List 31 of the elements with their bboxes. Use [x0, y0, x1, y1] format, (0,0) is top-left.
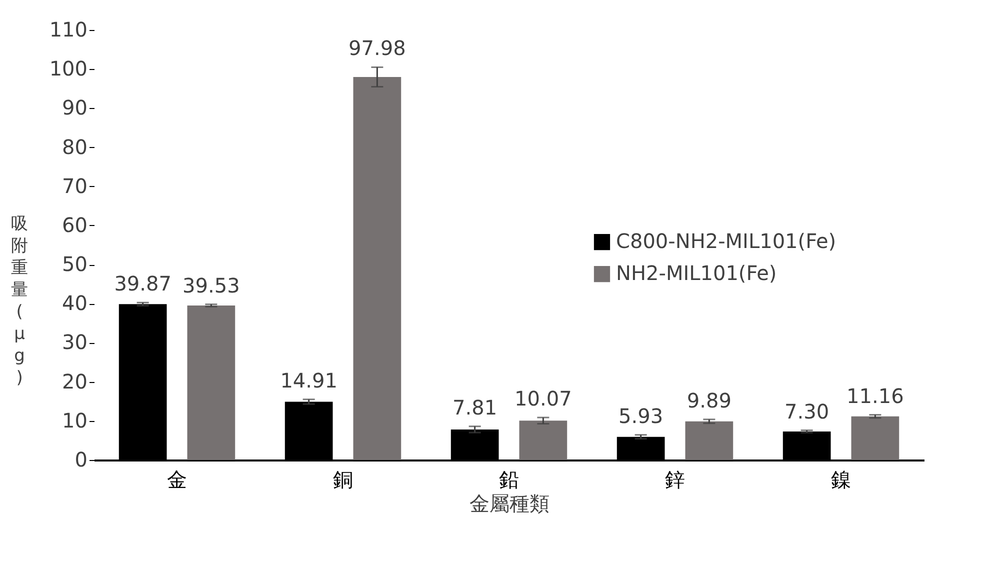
data-label: 39.53 — [182, 273, 240, 298]
y-tick-label: 40 — [62, 291, 88, 316]
y-tick-label: 60 — [62, 212, 88, 237]
y-tick-label: 80 — [62, 134, 88, 159]
x-tick-label: 鋅 — [665, 468, 685, 492]
y-tick-label: 90 — [62, 96, 88, 120]
legend-label: NH2-MIL101(Fe) — [616, 261, 777, 286]
y-tick-label: 30 — [62, 330, 88, 354]
x-axis-title: 金屬種類 — [470, 492, 550, 516]
data-label: 7.81 — [452, 395, 498, 420]
x-tick-label: 鉛 — [499, 468, 519, 492]
data-label: 97.98 — [348, 36, 406, 60]
y-tick-label: 70 — [62, 174, 88, 198]
data-label: 5.93 — [618, 404, 664, 428]
x-tick-label: 鎳 — [831, 468, 851, 492]
y-tick-label: 100 — [49, 56, 88, 81]
x-tick-label: 銅 — [333, 468, 353, 492]
y-tick-label: 10 — [62, 408, 88, 432]
x-tick-label: 金 — [167, 468, 187, 492]
data-label: 14.91 — [280, 368, 338, 392]
data-label: 7.30 — [784, 399, 830, 424]
data-label: 9.89 — [686, 388, 732, 412]
y-tick-label: 0 — [74, 448, 88, 472]
y-tick-label: 110 — [49, 18, 88, 42]
data-label: 11.16 — [846, 384, 904, 408]
y-tick-label: 50 — [62, 252, 88, 276]
y-tick-label: 20 — [62, 369, 88, 394]
legend-label: C800-NH2-MIL101(Fe) — [616, 229, 836, 254]
data-label: 39.87 — [114, 272, 172, 296]
data-label: 10.07 — [514, 386, 572, 411]
y-axis-title: 吸附重量(μg) — [11, 214, 28, 388]
